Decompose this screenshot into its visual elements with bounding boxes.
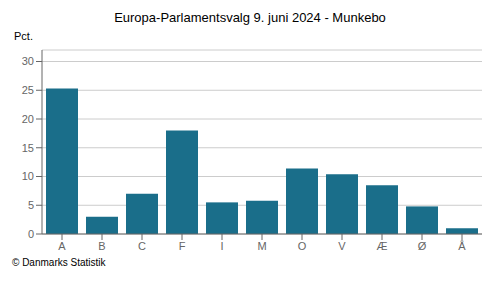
- html-text:Europa-Parlamentsvalg 9. juni: Europa-Parlamentsvalg 9. juni 2024 - Mun…: [114, 10, 386, 25]
- svg-text:O: O: [298, 240, 307, 252]
- svg-text:20: 20: [22, 113, 34, 125]
- html-text:Pct.: Pct.: [14, 30, 33, 42]
- svg-text:Ø: Ø: [418, 240, 427, 252]
- svg-text:10: 10: [22, 170, 34, 182]
- svg-text:30: 30: [22, 55, 34, 67]
- svg-text:F: F: [179, 240, 186, 252]
- svg-text:B: B: [98, 240, 105, 252]
- svg-text:15: 15: [22, 142, 34, 154]
- svg-text:M: M: [257, 240, 266, 252]
- svg-text:Æ: Æ: [377, 240, 388, 252]
- svg-text:A: A: [58, 240, 66, 252]
- html-text:© Danmarks Statistik: © Danmarks Statistik: [12, 257, 106, 268]
- svg-text:I: I: [220, 240, 223, 252]
- svg-text:25: 25: [22, 84, 34, 96]
- svg-text:Å: Å: [458, 240, 466, 252]
- svg-text:V: V: [338, 240, 346, 252]
- svg-text:5: 5: [28, 199, 34, 211]
- svg-text:0: 0: [28, 228, 34, 240]
- svg-text:C: C: [138, 240, 146, 252]
